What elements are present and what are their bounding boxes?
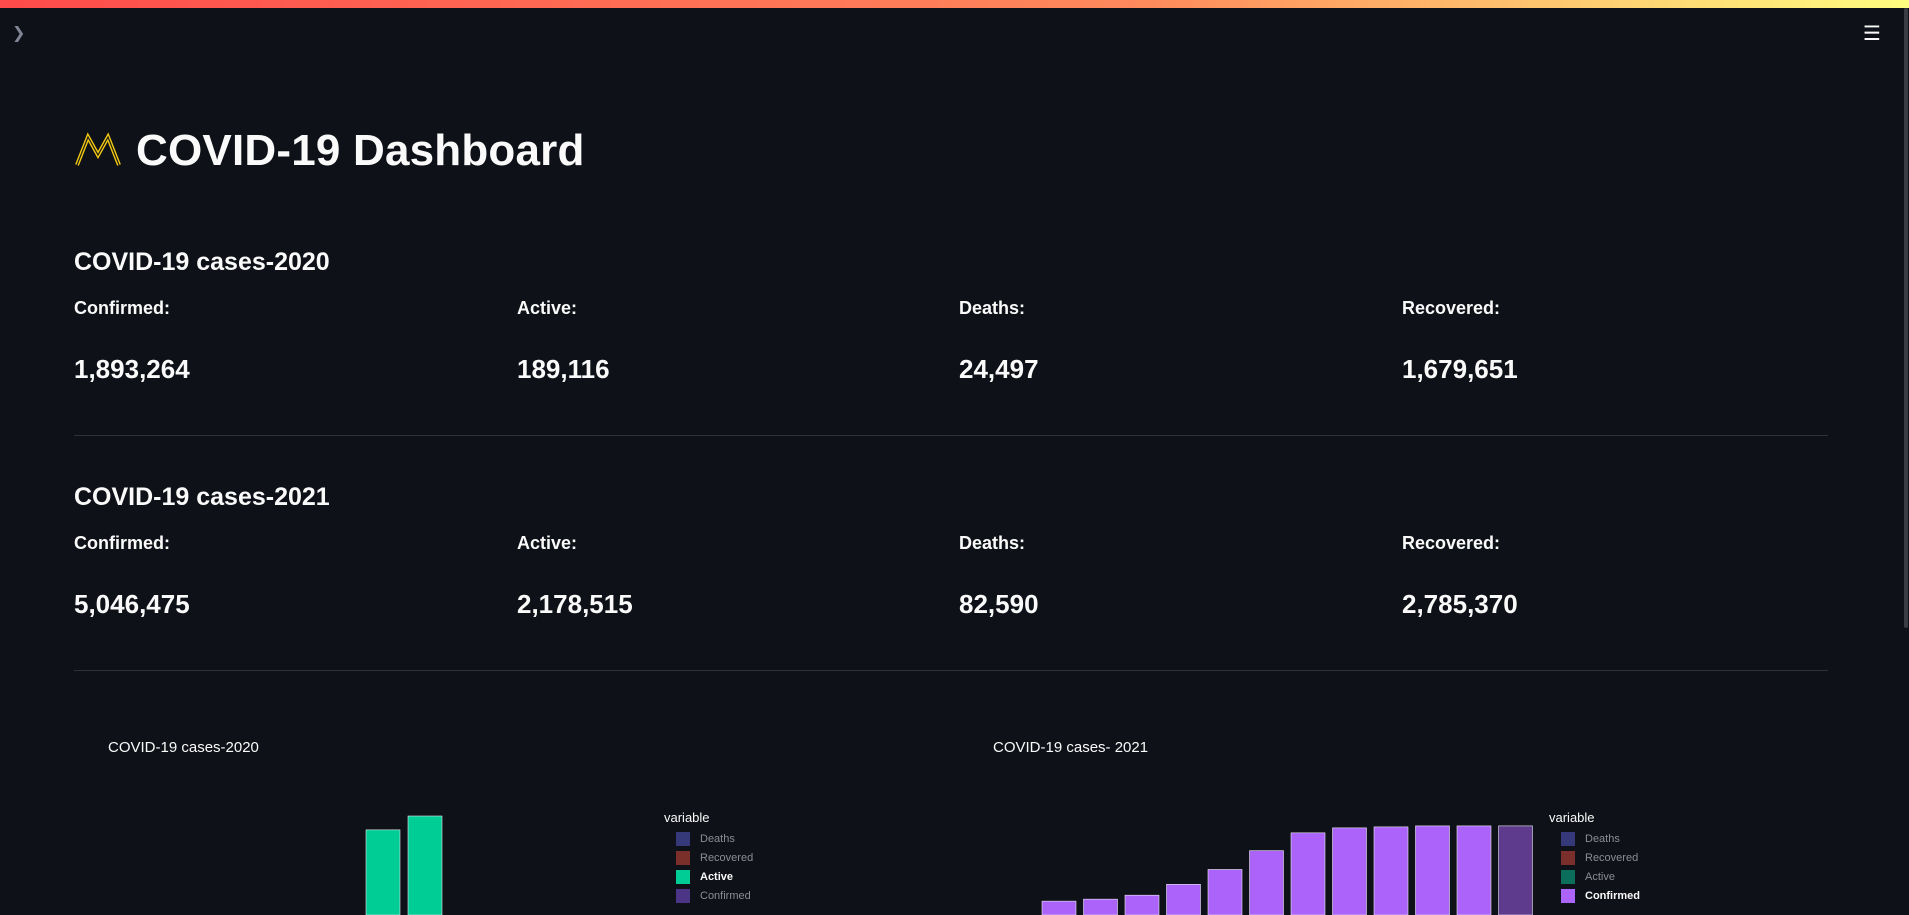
legend-title: variable: [1549, 810, 1595, 825]
section-heading: COVID-19 cases-2020: [74, 248, 330, 276]
metrics-row: Confirmed: 1,893,264 Active: 189,116 Dea…: [74, 298, 1828, 418]
bar-5[interactable]: [1207, 869, 1243, 915]
bar-2[interactable]: [1083, 898, 1118, 915]
legend-swatch: [676, 869, 690, 884]
bar-6[interactable]: [1249, 850, 1284, 915]
legend-item-confirmed[interactable]: Confirmed: [1561, 886, 1689, 905]
bar-4[interactable]: [1166, 884, 1201, 915]
metric-label: Confirmed:: [74, 298, 170, 318]
metric-value: 24,497: [959, 354, 1039, 384]
bar-11[interactable]: [1456, 825, 1492, 915]
chart-title: COVID-19 cases-2020: [108, 739, 259, 756]
chevron-right-icon[interactable]: ❯: [12, 25, 26, 42]
chart-legend[interactable]: variable Deaths Recovered Active Confirmed: [664, 810, 804, 905]
page-header: COVID-19 Dashboard: [74, 126, 585, 176]
bar-9[interactable]: [1373, 826, 1409, 915]
legend-label: Active: [1585, 870, 1615, 883]
chart-2021[interactable]: COVID-19 cases- 2021 variable Deaths Reco…: [959, 730, 1839, 915]
legend-item-deaths[interactable]: Deaths: [1561, 829, 1689, 848]
metric-label: Active:: [517, 533, 578, 553]
metric-value: 82,590: [959, 589, 1039, 619]
legend-label: Recovered: [700, 851, 754, 864]
legend-item-active[interactable]: Active: [1561, 867, 1689, 886]
legend-swatch: [676, 888, 690, 903]
chart-2020[interactable]: COVID-19 cases-2020 variable Deaths Recov…: [74, 730, 954, 915]
metric-label: Confirmed:: [74, 533, 170, 553]
metric-value: 189,116: [517, 354, 610, 384]
section-heading: COVID-19 cases-2021: [74, 483, 330, 511]
bar-2[interactable]: [407, 815, 443, 915]
metric-value: 2,178,515: [517, 589, 633, 619]
legend-item-recovered[interactable]: Recovered: [676, 848, 804, 867]
metric-value: 1,893,264: [74, 354, 190, 384]
legend-label: Recovered: [1585, 851, 1639, 864]
metric-value: 1,679,651: [1402, 354, 1518, 384]
divider: [74, 670, 1828, 671]
metric-value: 2,785,370: [1402, 589, 1518, 619]
metric-label: Deaths:: [959, 298, 1026, 318]
legend-label: Deaths: [700, 832, 735, 845]
legend-swatch: [676, 831, 690, 846]
bar-1[interactable]: [365, 829, 401, 915]
metric-label: Recovered:: [1402, 298, 1501, 318]
bar-7[interactable]: [1290, 832, 1326, 915]
scrollbar-thumb[interactable]: [1904, 8, 1908, 628]
legend-label: Confirmed: [1585, 889, 1640, 902]
chart-2021-plot[interactable]: [959, 730, 1539, 915]
legend-swatch: [1561, 850, 1575, 865]
legend-item-active[interactable]: Active: [676, 867, 804, 886]
bar-8[interactable]: [1332, 827, 1367, 915]
metric-label: Recovered:: [1402, 533, 1501, 553]
legend-swatch: [1561, 869, 1575, 884]
page-title: COVID-19 Dashboard: [136, 126, 585, 175]
bar-12[interactable]: [1498, 825, 1533, 915]
divider: [74, 435, 1828, 436]
legend-label: Active: [700, 870, 734, 883]
legend-label: Deaths: [1585, 832, 1620, 845]
legend-item-confirmed[interactable]: Confirmed: [676, 886, 804, 905]
chart-legend[interactable]: variable Deaths Recovered Active Confirmed: [1549, 810, 1689, 905]
metric-value: 5,046,475: [74, 589, 190, 619]
legend-title: variable: [664, 810, 710, 825]
legend-swatch: [676, 850, 690, 865]
chart-2020-plot[interactable]: [74, 730, 654, 915]
legend-item-recovered[interactable]: Recovered: [1561, 848, 1689, 867]
metric-label: Deaths:: [959, 533, 1026, 553]
legend-swatch: [1561, 831, 1575, 846]
hamburger-menu-icon[interactable]: ☰: [1863, 23, 1881, 45]
legend-item-deaths[interactable]: Deaths: [676, 829, 804, 848]
bar-3[interactable]: [1124, 894, 1160, 915]
top-decoration-bar: [0, 0, 1909, 8]
metrics-row: Confirmed: 5,046,475 Active: 2,178,515 D…: [74, 533, 1828, 653]
line-chart-icon: [75, 132, 121, 166]
legend-swatch: [1561, 888, 1575, 903]
chart-title: COVID-19 cases- 2021: [993, 739, 1149, 756]
bar-10[interactable]: [1415, 825, 1450, 915]
bar-1[interactable]: [1041, 900, 1077, 915]
legend-label: Confirmed: [700, 889, 751, 902]
metric-label: Active:: [517, 298, 578, 318]
